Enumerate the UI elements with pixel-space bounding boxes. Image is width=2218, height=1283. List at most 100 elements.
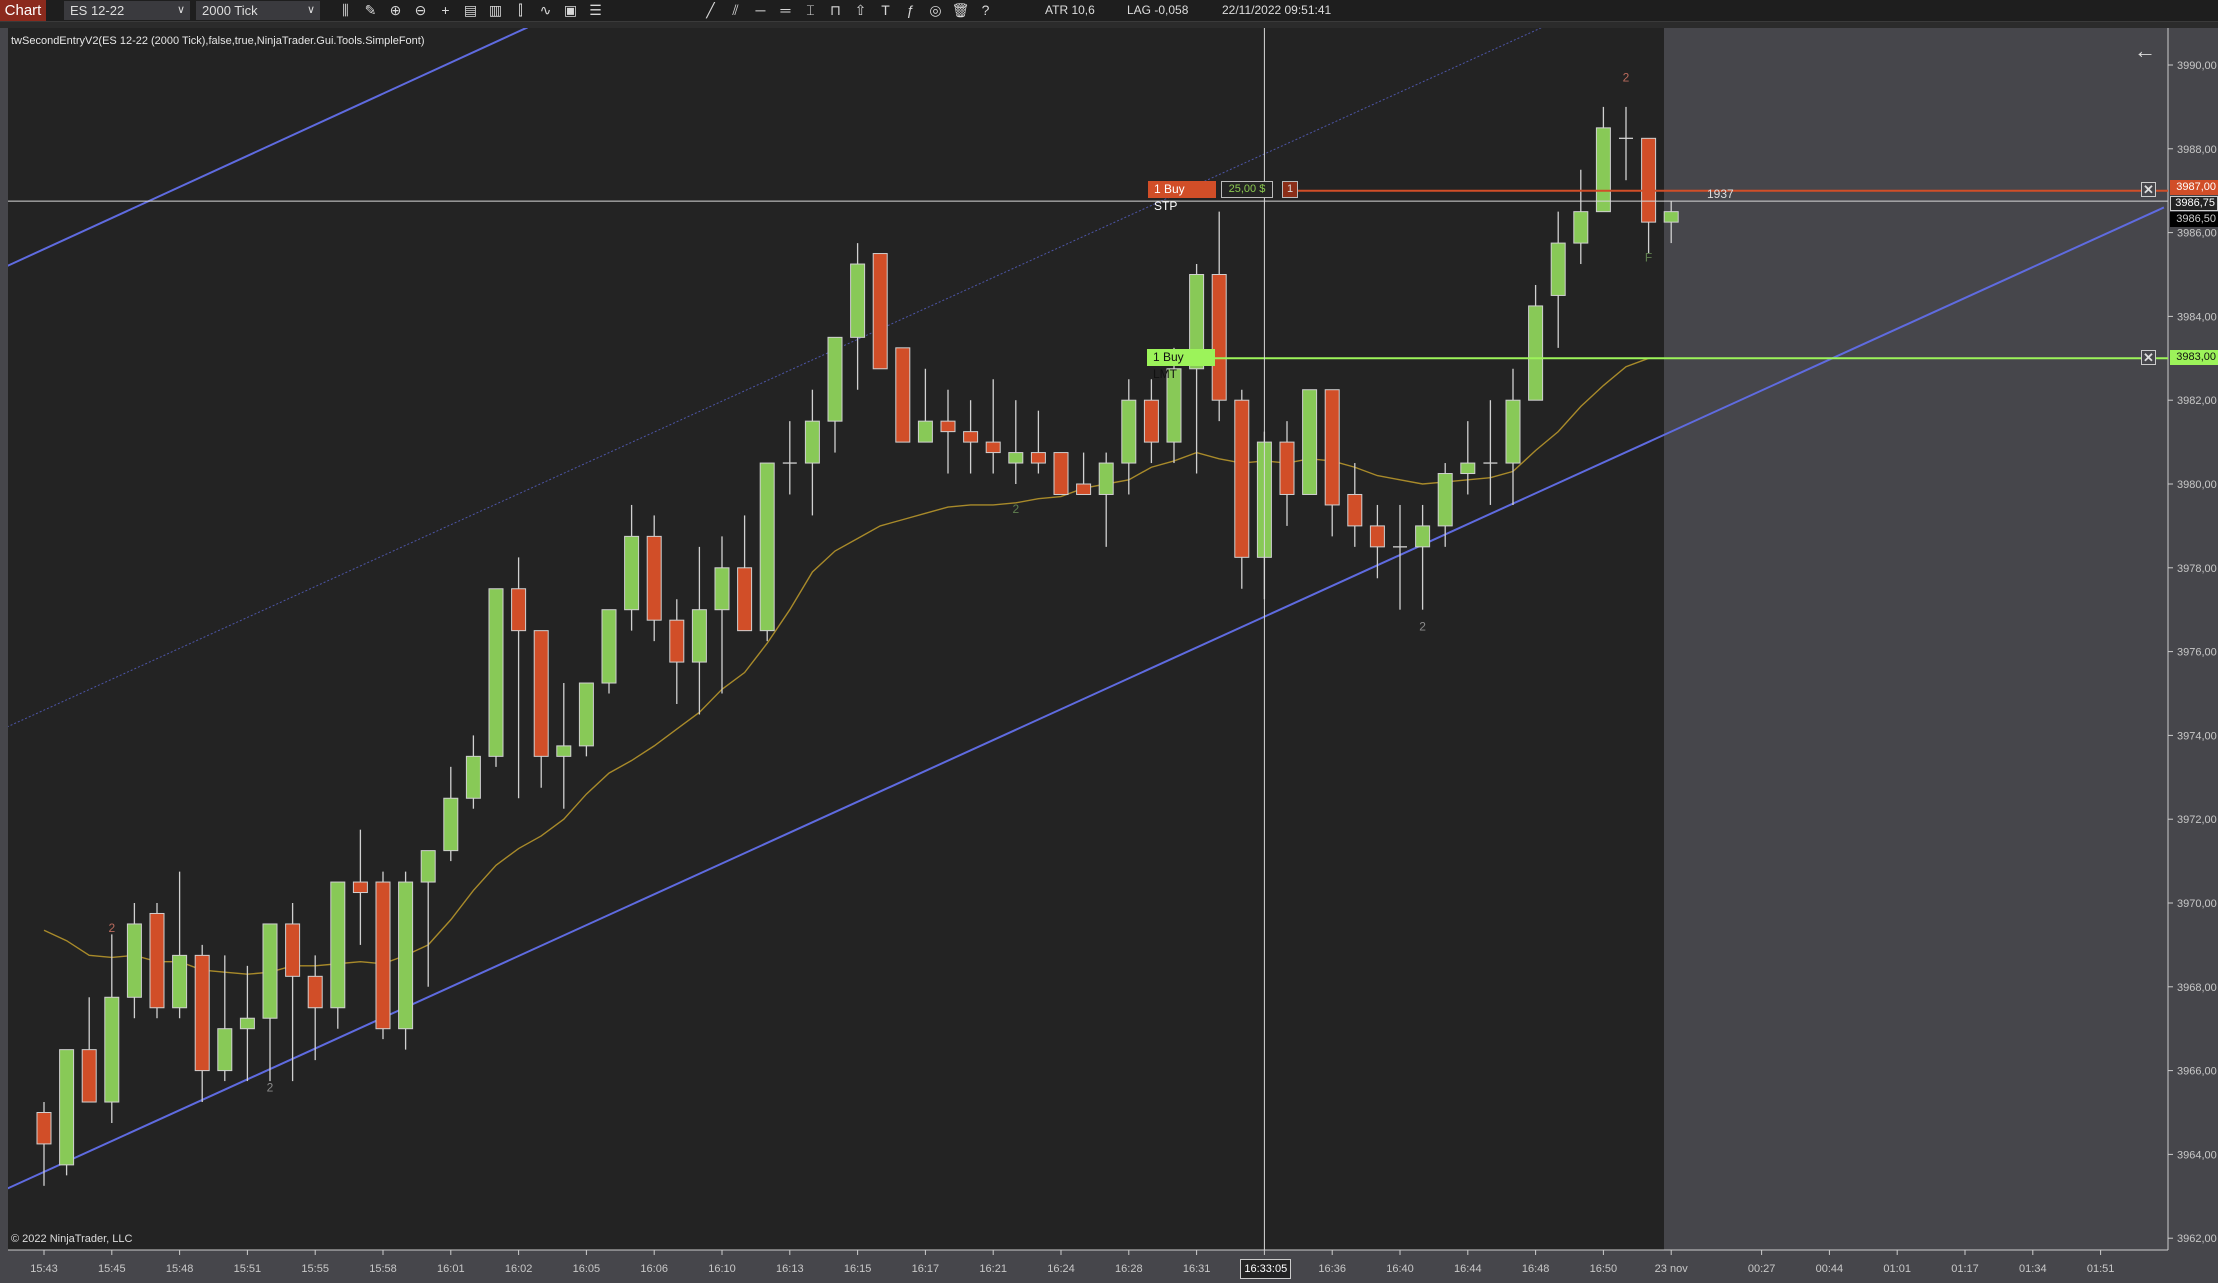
zoom-in-icon[interactable]: ⊕	[389, 2, 402, 18]
bar-type-icon[interactable]: ⫼	[342, 2, 349, 18]
indicator-icon[interactable]: ∿	[539, 2, 552, 18]
candle	[1076, 452, 1092, 495]
time-axis-label: 16:17	[912, 1263, 940, 1275]
candle	[149, 903, 165, 1019]
candle-body	[1302, 389, 1318, 495]
fibonacci-icon[interactable]: ƒ	[906, 2, 915, 18]
text-icon[interactable]: T	[881, 2, 890, 18]
candle	[782, 421, 797, 495]
candle-body	[917, 420, 933, 443]
candle-body	[443, 797, 459, 852]
candle-body	[1324, 389, 1340, 506]
candle	[81, 997, 97, 1103]
time-axis-label: 01:17	[1951, 1263, 1979, 1275]
candle-body	[1234, 399, 1250, 558]
signal-marker: 2	[108, 921, 115, 935]
back-arrow-icon[interactable]: ←	[2134, 38, 2156, 63]
candle-body	[1573, 211, 1589, 244]
candle	[1460, 421, 1476, 495]
candle	[104, 934, 120, 1123]
crosshair-time-tag: 16:33:05	[1240, 1259, 1292, 1279]
candle	[194, 944, 210, 1103]
chart-menu-button[interactable]: Chart	[0, 0, 46, 21]
strategy-icon[interactable]: ⫿	[518, 2, 523, 18]
candle	[1211, 211, 1227, 422]
line-icon[interactable]: ╱	[706, 2, 715, 18]
candle	[737, 515, 753, 632]
candle-body	[1437, 473, 1453, 527]
eye-icon[interactable]: ◎	[929, 2, 942, 18]
time-axis-label: 15:43	[30, 1263, 58, 1275]
time-axis-label: 16:24	[1047, 1263, 1075, 1275]
candle	[1528, 284, 1544, 401]
data-box-icon[interactable]: ▤	[463, 2, 478, 18]
candle	[1415, 504, 1431, 610]
properties-icon[interactable]: ▣	[563, 2, 578, 18]
price-axis-label: 3968,00	[2177, 982, 2217, 994]
interval-value: 2000 Tick	[202, 3, 258, 18]
candle	[1369, 504, 1385, 579]
double-horizontal-icon[interactable]: ═	[780, 2, 791, 18]
price-axis-label: 3984,00	[2177, 311, 2217, 323]
candle-body	[1121, 399, 1137, 464]
zoom-out-icon[interactable]: ⊖	[414, 2, 427, 18]
candle	[1573, 169, 1589, 265]
pencil-icon[interactable]: ✎	[364, 2, 377, 18]
candle-body	[81, 1049, 97, 1103]
price-chart[interactable]: 3990,00 3988,00 3986,00 3984,00 3982,00 3980,…	[0, 28, 2218, 1283]
interval-selector[interactable]: 2000 Tick ∨	[196, 1, 320, 20]
candle-body	[1528, 305, 1544, 401]
time-axis-label: 16:48	[1522, 1263, 1550, 1275]
buy-stop-order-label[interactable]: 1 Buy STP	[1148, 181, 1216, 213]
candle	[533, 630, 549, 788]
candle	[1234, 389, 1250, 589]
candle-body	[511, 588, 527, 632]
buy-stop-quantity[interactable]: 1	[1282, 181, 1298, 198]
candle-body	[1663, 211, 1679, 223]
candle-body	[624, 535, 640, 611]
limit-order-price-tag: 3983,00	[2170, 350, 2218, 365]
ruler-icon[interactable]: ⌶	[806, 2, 815, 18]
crosshair-icon[interactable]: +	[441, 2, 450, 18]
time-axis-label: 16:13	[776, 1263, 804, 1275]
candle	[1302, 389, 1318, 495]
price-axis-label: 3990,00	[2177, 60, 2217, 72]
parallel-lines-icon[interactable]: ⫽	[732, 2, 739, 18]
price-axis-label: 3972,00	[2177, 814, 2217, 826]
cancel-limit-order-icon[interactable]: ✕	[2141, 350, 2156, 365]
time-axis-label: 01:01	[1883, 1263, 1911, 1275]
candle-body	[149, 912, 165, 1009]
time-axis-label: 16:01	[437, 1263, 465, 1275]
candle-body	[59, 1049, 75, 1166]
candle-body	[352, 881, 368, 894]
time-axis-label: 16:44	[1454, 1263, 1482, 1275]
candle-body	[895, 347, 911, 443]
candle	[1189, 264, 1205, 474]
price-axis-label: 3978,00	[2177, 563, 2217, 575]
horizontal-line-icon[interactable]: ─	[755, 2, 766, 18]
lag-readout: LAG -0,058	[1127, 3, 1189, 17]
candle	[827, 336, 843, 453]
cancel-stop-order-icon[interactable]: ✕	[2141, 182, 2156, 197]
instrument-selector[interactable]: ES 12-22 ∨	[64, 1, 190, 20]
chart-trader-icon[interactable]: ▥	[488, 2, 503, 18]
candle-body	[104, 996, 120, 1103]
trash-icon[interactable]: 🗑	[951, 2, 970, 18]
buy-limit-order-label[interactable]: 1 Buy LMT	[1147, 349, 1215, 381]
candle-body	[691, 609, 707, 663]
chart-toolbar: Chart ES 12-22 ∨ 2000 Tick ∨ ⫼ ✎ ⊕ ⊖ + ▤ ▥ ⫿ ∿ ▣ ☰ ╱ ⫽…	[0, 0, 2218, 22]
candle	[917, 368, 933, 443]
price-axis-label: 3966,00	[2177, 1066, 2217, 1078]
candle	[1143, 379, 1159, 464]
arrow-up-icon[interactable]: ⇧	[854, 2, 867, 18]
candle-body	[759, 462, 775, 632]
candle	[646, 515, 662, 642]
candle	[624, 504, 640, 631]
help-icon[interactable]: ?	[981, 2, 990, 18]
price-axis-label: 3986,00	[2177, 228, 2217, 240]
candle-body	[307, 975, 323, 1009]
time-axis-label: 15:55	[301, 1263, 329, 1275]
range-icon[interactable]: ⊓	[830, 2, 841, 18]
candle	[1030, 410, 1046, 474]
list-icon[interactable]: ☰	[589, 2, 602, 18]
